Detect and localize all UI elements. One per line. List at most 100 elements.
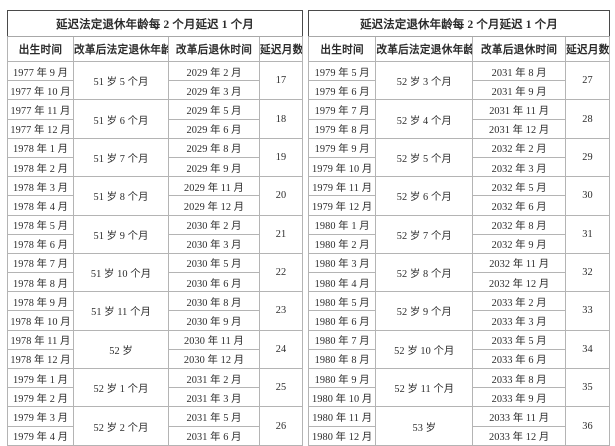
retirement-date-cell: 2031 年 2 月	[168, 367, 260, 389]
table-row: 1978 年 8 月 2030 年 6 月	[7, 272, 303, 293]
retirement-date-cell: 2031 年 9 月	[472, 80, 567, 101]
birth-date-cell: 1980 年 11 月	[307, 406, 377, 427]
retirement-age-cell: 52 岁 2 个月	[73, 406, 169, 446]
table-row: 1978 年 6 月 2030 年 3 月	[7, 233, 303, 254]
birth-date-cell: 1978 年 10 月	[7, 310, 74, 331]
table-row: 1980 年 7 月 52 岁 10 个月 2033 年 5 月 34	[307, 329, 610, 370]
retirement-date-cell: 2030 年 9 月	[168, 310, 260, 331]
table-row: 1978 年 4 月 2029 年 12 月	[7, 195, 303, 216]
birth-date-cell: 1978 年 6 月	[7, 233, 74, 254]
table-row: 1979 年 9 月 52 岁 5 个月 2032 年 2 月 29	[307, 137, 610, 178]
birth-date-cell: 1979 年 3 月	[7, 406, 74, 427]
delay-months-cell: 25	[258, 367, 304, 408]
retirement-date-cell: 2030 年 6 月	[168, 272, 260, 293]
retirement-date-cell: 2030 年 11 月	[168, 329, 260, 350]
table-row: 1977 年 10 月 2029 年 3 月	[7, 80, 303, 101]
retirement-date-cell: 2032 年 6 月	[472, 195, 567, 216]
retirement-age-cell: 52 岁 6 个月	[375, 176, 474, 216]
column-header-left-1: 改革后法定退休年龄	[73, 36, 169, 62]
retirement-age-cell: 52 岁 9 个月	[375, 291, 474, 331]
table-row: 1980 年 11 月 53 岁 2033 年 11 月 36	[307, 406, 610, 446]
birth-date-cell: 1980 年 4 月	[307, 272, 377, 293]
table-header-row-left: 出生时间 改革后法定退休年龄 改革后退休时间 延迟月数	[7, 36, 304, 62]
birth-date-cell: 1980 年 2 月	[307, 233, 377, 254]
table-title-left: 延迟法定退休年龄每 2 个月延迟 1 个月	[7, 10, 303, 37]
birth-date-cell: 1979 年 1 月	[7, 367, 74, 389]
birth-date-cell: 1978 年 11 月	[7, 329, 74, 350]
table-row: 1979 年 8 月 2031 年 12 月	[307, 118, 610, 139]
schedule-table-block-left: 延迟法定退休年龄每 2 个月延迟 1 个月 出生时间 改革后法定退休年龄 改革后退休时…	[0, 0, 306, 446]
birth-date-cell: 1979 年 10 月	[307, 156, 377, 178]
retirement-date-cell: 2030 年 3 月	[168, 233, 260, 254]
table-header-row-right: 出生时间 改革后法定退休年龄 改革后退休时间 延迟月数	[307, 36, 610, 62]
retirement-date-cell: 2033 年 3 月	[472, 310, 567, 331]
birth-date-cell: 1980 年 5 月	[307, 291, 377, 312]
retirement-age-cell: 52 岁	[73, 329, 169, 370]
birth-date-cell: 1979 年 6 月	[307, 80, 377, 101]
delay-months-cell: 19	[258, 137, 304, 178]
table-row: 1979 年 7 月 52 岁 4 个月 2031 年 11 月 28	[307, 99, 610, 139]
table-row: 1978 年 11 月 52 岁 2030 年 11 月 24	[7, 329, 304, 370]
retirement-date-cell: 2030 年 2 月	[168, 214, 260, 235]
retirement-date-cell: 2031 年 5 月	[168, 406, 260, 427]
delay-months-cell: 24	[258, 329, 304, 370]
delay-months-cell: 34	[565, 329, 610, 370]
birth-date-cell: 1979 年 9 月	[307, 137, 377, 158]
table-row: 1979 年 1 月 52 岁 1 个月 2031 年 2 月 25	[7, 367, 304, 408]
birth-date-cell: 1977 年 11 月	[7, 99, 74, 120]
delay-months-cell: 28	[565, 99, 610, 139]
retirement-date-cell: 2030 年 8 月	[168, 291, 260, 312]
birth-date-cell: 1978 年 7 月	[7, 252, 74, 274]
retirement-date-cell: 2032 年 12 月	[472, 272, 567, 293]
retirement-age-cell: 52 岁 8 个月	[375, 252, 474, 293]
delay-months-cell: 22	[258, 252, 304, 293]
retirement-date-cell: 2029 年 11 月	[168, 176, 260, 197]
retirement-date-cell: 2032 年 11 月	[472, 252, 567, 274]
retirement-date-cell: 2032 年 8 月	[472, 214, 567, 235]
table-row: 1978 年 7 月 51 岁 10 个月 2030 年 5 月 22	[7, 252, 304, 293]
birth-date-cell: 1978 年 8 月	[7, 272, 74, 293]
birth-date-cell: 1980 年 10 月	[307, 387, 377, 408]
retirement-date-cell: 2031 年 3 月	[168, 387, 260, 408]
delay-months-cell: 27	[565, 60, 610, 101]
retirement-age-cell: 52 岁 5 个月	[375, 137, 474, 178]
table-row: 1979 年 6 月 2031 年 9 月	[307, 80, 610, 101]
table-row: 1977 年 11 月 51 岁 6 个月 2029 年 5 月 18	[7, 99, 304, 139]
retirement-date-cell: 2029 年 3 月	[168, 80, 260, 101]
table-row: 1980 年 6 月 2033 年 3 月	[307, 310, 610, 331]
delay-months-cell: 26	[258, 406, 304, 446]
page-root: 延迟法定退休年龄每 2 个月延迟 1 个月 出生时间 改革后法定退休年龄 改革后退休时…	[7, 10, 610, 446]
tables-container: 延迟法定退休年龄每 2 个月延迟 1 个月 出生时间 改革后法定退休年龄 改革后退休时…	[7, 10, 610, 446]
table-row: 1980 年 1 月 52 岁 7 个月 2032 年 8 月 31	[307, 214, 610, 254]
retirement-date-cell: 2030 年 5 月	[168, 252, 260, 274]
delay-months-cell: 31	[565, 214, 610, 254]
column-header-left-2: 改革后退休时间	[168, 36, 260, 62]
birth-date-cell: 1980 年 8 月	[307, 348, 377, 370]
delay-months-cell: 32	[565, 252, 610, 293]
birth-date-cell: 1979 年 5 月	[307, 60, 377, 82]
table-row: 1978 年 9 月 51 岁 11 个月 2030 年 8 月 23	[7, 291, 304, 331]
birth-date-cell: 1979 年 12 月	[307, 195, 377, 216]
table-row: 1978 年 10 月 2030 年 9 月	[7, 310, 303, 331]
birth-date-cell: 1980 年 1 月	[307, 214, 377, 235]
retirement-age-cell: 51 岁 5 个月	[73, 60, 169, 101]
retirement-age-cell: 52 岁 10 个月	[375, 329, 474, 370]
retirement-date-cell: 2033 年 6 月	[472, 348, 567, 370]
column-header-left-3: 延迟月数	[258, 36, 304, 62]
retirement-age-cell: 51 岁 10 个月	[73, 252, 169, 293]
birth-date-cell: 1979 年 7 月	[307, 99, 377, 120]
retirement-date-cell: 2033 年 9 月	[472, 387, 567, 408]
column-header-right-1: 改革后法定退休年龄	[375, 36, 474, 62]
birth-date-cell: 1979 年 2 月	[7, 387, 74, 408]
birth-date-cell: 1978 年 1 月	[7, 137, 74, 158]
retirement-date-cell: 2031 年 11 月	[472, 99, 567, 120]
birth-date-cell: 1978 年 3 月	[7, 176, 74, 197]
column-header-right-3: 延迟月数	[565, 36, 610, 62]
delay-months-cell: 17	[258, 60, 304, 101]
schedule-table-left: 延迟法定退休年龄每 2 个月延迟 1 个月 出生时间 改革后法定退休年龄 改革后退休时…	[7, 10, 304, 446]
birth-date-cell: 1978 年 12 月	[7, 348, 74, 370]
table-row: 1977 年 9 月 51 岁 5 个月 2029 年 2 月 17	[7, 60, 304, 101]
delay-months-cell: 23	[258, 291, 304, 331]
retirement-age-cell: 51 岁 6 个月	[73, 99, 169, 139]
table-title-row-right: 延迟法定退休年龄每 2 个月延迟 1 个月	[308, 10, 610, 37]
